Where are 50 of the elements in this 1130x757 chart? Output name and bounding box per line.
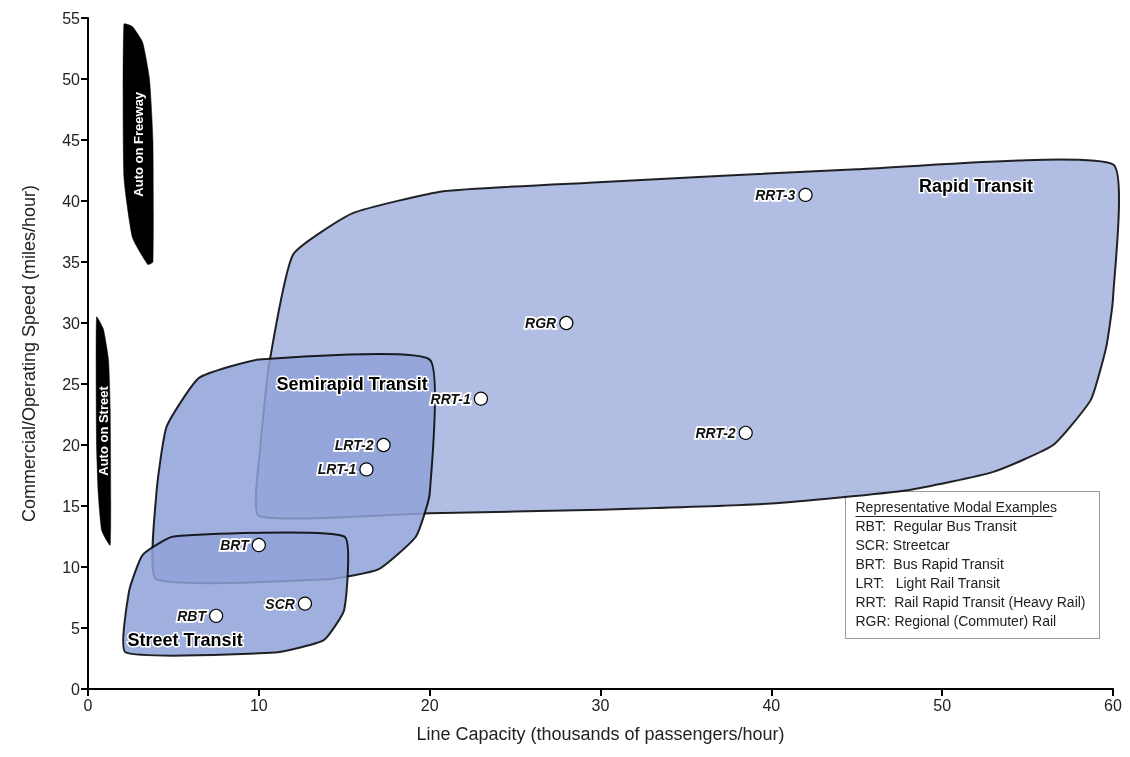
y-tick-label: 30 — [62, 314, 81, 332]
x-tick-label: 40 — [762, 696, 781, 714]
x-tick-label: 0 — [83, 696, 93, 714]
annotation: RRT: Rail Rapid Transit (Heavy Rail) — [855, 593, 1086, 610]
annotation: SCR: Streetcar — [855, 536, 950, 553]
x-tick-label: 60 — [1104, 696, 1122, 714]
point — [376, 437, 391, 453]
y-tick-label: 55 — [62, 9, 81, 27]
series-label: RRT-3 — [755, 186, 796, 203]
point — [251, 537, 266, 553]
series-label: Rapid Transit — [918, 176, 1033, 197]
point — [559, 315, 574, 331]
y-tick-label: 5 — [71, 619, 81, 637]
series-label: Auto on Freeway — [130, 91, 146, 197]
point — [359, 462, 374, 477]
x-tick-label: 50 — [933, 696, 952, 714]
series-label: RGR — [525, 315, 558, 331]
point — [209, 608, 224, 623]
series-label: RRT-2 — [695, 424, 736, 441]
series-label: LRT-2 — [334, 437, 374, 453]
y-tick-label: 25 — [62, 375, 81, 393]
series-label: Semirapid Transit — [276, 373, 428, 394]
annotation: RGR: Regional (Commuter) Rail — [855, 612, 1057, 629]
point — [798, 187, 813, 202]
series-label: BRT — [220, 537, 251, 554]
y-tick-label: 40 — [62, 192, 81, 210]
y-tick-label: 35 — [62, 253, 81, 271]
point — [473, 391, 489, 406]
series-label: LRT-1 — [317, 461, 357, 478]
annotation: BRT: Bus Rapid Transit — [855, 555, 1004, 572]
y-tick-label: 20 — [62, 436, 81, 454]
x-tick-label: 20 — [420, 696, 439, 714]
y-tick-label: 0 — [71, 680, 81, 698]
series-label: RBT — [177, 607, 208, 624]
annotation: Representative Modal Examples — [855, 498, 1058, 515]
y-tick-label: 50 — [62, 70, 81, 88]
x-tick-label: 10 — [249, 696, 268, 714]
series-label: SCR — [265, 595, 296, 612]
y-tick-label: 45 — [62, 131, 81, 149]
series-label: Street Transit — [127, 630, 243, 651]
y-axis-title: Commercial/Operating Speed (miles/hour) — [19, 184, 39, 523]
annotation: RBT: Regular Bus Transit — [855, 517, 1017, 534]
x-axis-title: Line Capacity (thousands of passengers/hour) — [416, 724, 785, 744]
y-tick-label: 15 — [62, 497, 81, 515]
point — [738, 425, 753, 440]
series-label: Auto on Street — [95, 385, 111, 476]
point — [297, 596, 313, 611]
y-tick-label: 10 — [62, 558, 81, 576]
annotation: LRT: Light Rail Transit — [855, 574, 1001, 591]
x-tick-label: 30 — [591, 696, 610, 714]
